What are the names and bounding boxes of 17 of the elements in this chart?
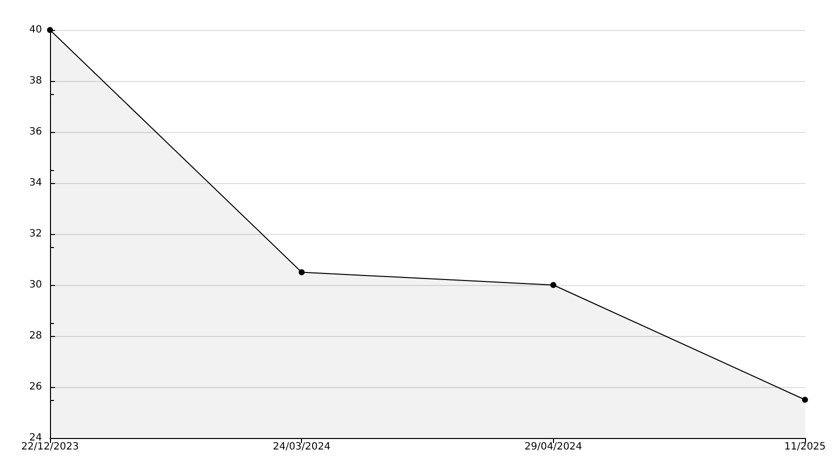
y-tick-label: 36: [29, 126, 42, 138]
y-tick-label: 28: [29, 330, 42, 342]
x-tick-label: 22/12/2023: [21, 442, 79, 452]
y-tick-label: 32: [29, 228, 42, 240]
x-tick-label: 11/2025: [784, 442, 826, 452]
y-tick-label: 38: [29, 76, 42, 86]
point: [298, 269, 305, 276]
point: [47, 27, 53, 33]
x-tick-label: 29/04/2024: [524, 442, 582, 452]
y-tick-label: 34: [29, 178, 42, 188]
y-tick-label: 24: [29, 432, 42, 444]
y-tick-label: 26: [29, 382, 42, 392]
point: [802, 396, 808, 403]
y-tick-label: 30: [29, 280, 42, 290]
y-tick-label: 40: [29, 24, 42, 36]
point: [550, 282, 556, 288]
x-tick-label: 24/03/2024: [272, 442, 330, 452]
